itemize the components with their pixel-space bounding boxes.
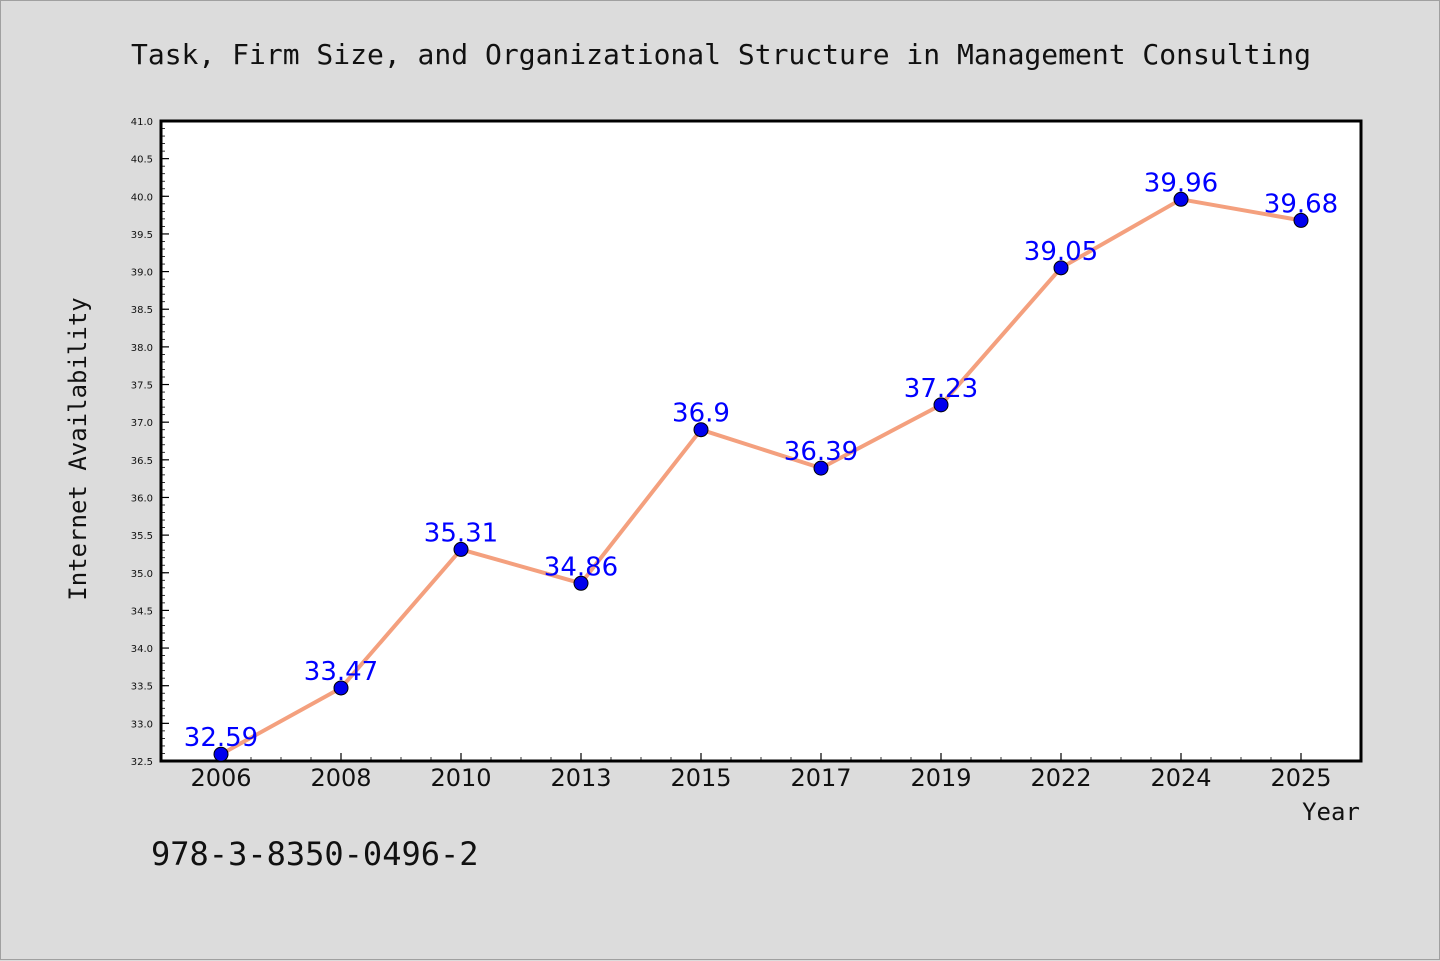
y-tick-label: 34.5 <box>131 606 153 617</box>
data-point <box>1173 191 1189 207</box>
x-tick-label: 2013 <box>550 764 611 792</box>
y-tick-label: 36.5 <box>131 456 153 467</box>
x-axis-label: Year <box>1302 798 1360 826</box>
y-tick-label: 33.0 <box>131 719 153 730</box>
chart-title: Task, Firm Size, and Organizational Stru… <box>131 38 1311 71</box>
y-tick-label: 34.0 <box>131 644 153 655</box>
data-point <box>1053 260 1069 276</box>
data-label: 37.23 <box>904 374 978 404</box>
x-tick-label: 2015 <box>670 764 731 792</box>
y-tick-label: 36.0 <box>131 493 153 504</box>
data-label: 39.96 <box>1144 168 1218 198</box>
data-label: 39.05 <box>1024 237 1098 267</box>
x-tick-label: 2008 <box>310 764 371 792</box>
data-point <box>933 397 949 413</box>
y-tick-label: 35.5 <box>131 531 153 542</box>
series-line <box>219 197 1303 757</box>
x-tick-label: 2024 <box>1150 764 1211 792</box>
data-label: 36.9 <box>672 399 730 429</box>
y-tick-label: 39.5 <box>131 230 153 241</box>
x-tick-label: 2006 <box>190 764 251 792</box>
data-label: 35.31 <box>424 518 498 548</box>
data-point <box>573 575 589 591</box>
x-tick-label: 2025 <box>1270 764 1331 792</box>
y-axis-label: Internet Availability <box>64 297 92 600</box>
y-tick-label: 32.5 <box>131 757 153 768</box>
x-axis: 2006 2008 2010 2013 2015 2017 2019 2022 2024 2025 <box>190 753 1332 792</box>
y-tick-label: 38.0 <box>131 343 153 354</box>
y-tick-label: 39.0 <box>131 268 153 279</box>
x-tick-label: 2019 <box>910 764 971 792</box>
y-tick-label: 35.0 <box>131 569 153 580</box>
series-layer: 32.59 33.47 35.31 34.86 36.9 36.39 37.23 39.05 3… <box>184 168 1338 762</box>
y-tick-label: 40.0 <box>131 192 153 203</box>
y-tick-label: 37.5 <box>131 381 153 392</box>
data-label: 34.86 <box>544 552 618 582</box>
x-tick-label: 2010 <box>430 764 491 792</box>
x-tick-label: 2017 <box>790 764 851 792</box>
y-tick-label: 33.5 <box>131 682 153 693</box>
y-tick-label: 41.0 <box>131 117 153 128</box>
plot-area <box>159 119 1363 763</box>
y-tick-label: 38.5 <box>131 305 153 316</box>
y-tick-label: 40.5 <box>131 155 153 166</box>
y-axis: 32.5 33.0 33.5 34.0 34.5 35.0 35.5 36.0 36.5 37.0… <box>131 117 169 768</box>
data-point <box>693 422 709 438</box>
data-label: 36.39 <box>784 437 858 467</box>
y-tick-label: 37.0 <box>131 418 153 429</box>
data-point <box>1293 212 1309 228</box>
data-label: 32.59 <box>184 723 258 753</box>
data-label: 39.68 <box>1264 189 1338 219</box>
data-point <box>453 541 469 557</box>
data-point <box>213 746 229 762</box>
data-point <box>813 460 829 476</box>
data-point <box>333 680 349 696</box>
data-label: 33.47 <box>304 657 378 687</box>
isbn-annotation: 978-3-8350-0496-2 <box>151 835 479 873</box>
x-tick-label: 2022 <box>1030 764 1091 792</box>
